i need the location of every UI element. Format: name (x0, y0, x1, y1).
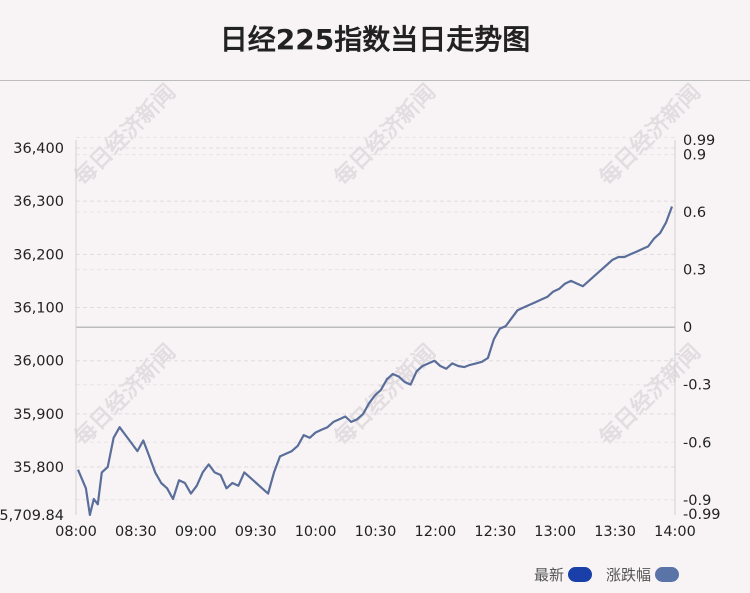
series-line (76, 206, 674, 517)
x-tick-label: 08:30 (115, 524, 157, 540)
x-tick-label: 09:30 (235, 524, 277, 540)
x-tick-label: 13:30 (594, 524, 636, 540)
x-tick-label: 10:30 (355, 524, 397, 540)
y-right-tick-label: -0.99 (683, 507, 721, 523)
x-tick-label: 13:00 (534, 524, 576, 540)
y-right-tick-label: 0.99 (683, 133, 715, 149)
y-left-tick-label: 36,400 (13, 141, 64, 157)
y-left-tick-label: 35,900 (13, 407, 64, 423)
title-divider (0, 80, 750, 81)
y-left-tick-label: 35,800 (13, 460, 64, 476)
y-right-tick-label: 0.6 (683, 205, 706, 221)
x-tick-label: 09:00 (175, 524, 217, 540)
x-tick-label: 12:00 (415, 524, 457, 540)
legend-item-change[interactable]: 涨跌幅 (606, 564, 680, 585)
y-left-tick-label: 36,000 (13, 354, 64, 370)
y-right-tick-label: -0.3 (683, 378, 711, 394)
legend: 最新 涨跌幅 (520, 564, 680, 585)
y-left-tick-label: 36,200 (13, 247, 64, 263)
y-left-tick-label: 36,100 (13, 301, 64, 317)
series-layer (76, 206, 674, 517)
y-right-tick-label: 0.9 (683, 148, 706, 164)
y-left-tick-label: 36,300 (13, 194, 64, 210)
tick-labels: 36,400 36,300 36,200 36,100 36,000 35,900 35,8… (0, 133, 721, 540)
y-right-tick-label: 0 (683, 320, 692, 336)
watermark-text: 每日经济新闻 (329, 339, 441, 451)
grid-lines (76, 136, 675, 501)
legend-item-latest[interactable]: 最新 (534, 564, 593, 585)
watermark-text: 每日经济新闻 (329, 79, 441, 191)
y-right-tick-label: -0.9 (683, 493, 711, 509)
y-right-tick-label: -0.6 (683, 435, 711, 451)
legend-label-change: 涨跌幅 (606, 565, 652, 584)
legend-swatch-latest (568, 566, 593, 582)
y-right-tick-label: 0.3 (683, 263, 706, 279)
watermark-text: 每日经济新闻 (594, 339, 706, 451)
x-tick-label: 10:00 (295, 524, 337, 540)
y-left-min-label: 35,709.84 (0, 508, 64, 524)
x-tick-label: 08:00 (55, 524, 97, 540)
x-tick-label: 14:00 (654, 524, 696, 540)
watermark-text: 每日经济新闻 (69, 79, 181, 191)
legend-label-latest: 最新 (534, 565, 565, 584)
axes (75, 140, 676, 515)
legend-swatch-change (655, 566, 680, 582)
chart-title: 日经225指数当日走势图 (219, 23, 531, 56)
x-tick-label: 12:30 (474, 524, 516, 540)
